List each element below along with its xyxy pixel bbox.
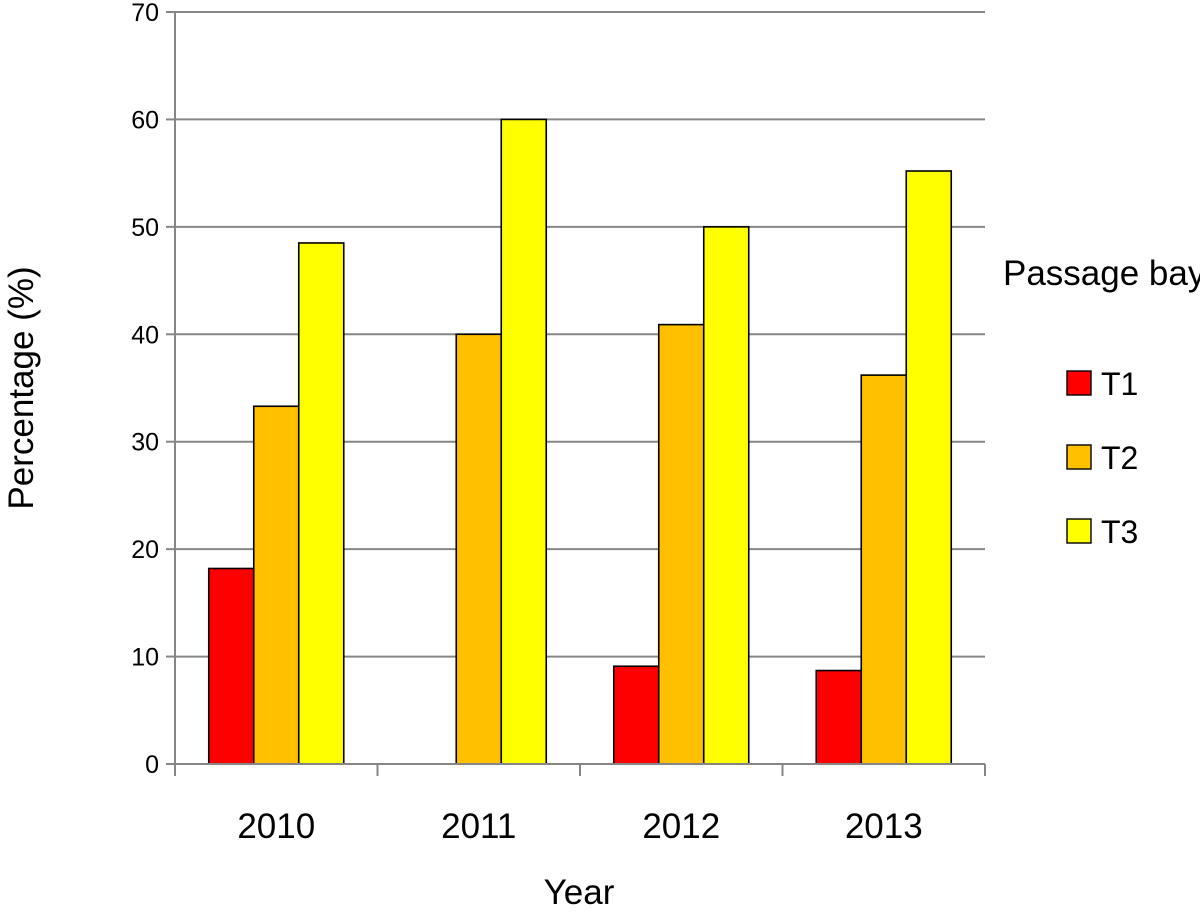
y-tick-label: 60	[131, 106, 159, 134]
y-tick-label: 20	[131, 536, 159, 564]
bar-t2-2013	[860, 374, 908, 765]
x-tick-label: 2012	[642, 807, 720, 846]
x-axis-title: Year	[544, 873, 615, 907]
y-tick-label: 0	[145, 751, 159, 779]
legend-swatch-t3	[1066, 518, 1092, 544]
legend-swatch-t1	[1066, 370, 1092, 396]
axes	[166, 11, 986, 776]
bars	[207, 118, 953, 765]
bar-t2-2010	[252, 405, 300, 765]
y-tick-label: 10	[131, 644, 159, 672]
legend-title: Passage bay	[1003, 254, 1200, 293]
bar-t3-2011	[500, 118, 548, 765]
y-axis-title: Percentage (%)	[2, 266, 41, 509]
y-tick-label: 70	[131, 0, 159, 27]
tick-labels: 0 10 20 30 40 50 60 70 2010 2011 2012 2013	[131, 0, 923, 846]
x-tick-label: 2013	[845, 807, 923, 846]
bar-t1-2010	[207, 567, 255, 765]
legend: Passage bay T1 T2 T3	[1003, 254, 1200, 550]
bar-t1-2013	[815, 669, 863, 765]
bar-t3-2013	[905, 170, 953, 765]
bar-t3-2010	[297, 242, 345, 765]
x-tick-label: 2010	[237, 807, 315, 846]
legend-items: T1 T2 T3	[1066, 366, 1138, 550]
y-tick-label: 50	[131, 214, 159, 242]
legend-label-t1: T1	[1101, 366, 1138, 402]
x-tick-label: 2011	[441, 807, 516, 846]
y-tick-label: 30	[131, 429, 159, 457]
legend-swatch-t2	[1066, 444, 1092, 470]
bar-t2-2011	[455, 333, 503, 765]
bar-t3-2012	[702, 226, 750, 765]
bar-t1-2012	[612, 665, 660, 765]
y-tick-label: 40	[131, 321, 159, 349]
legend-label-t3: T3	[1101, 514, 1138, 550]
legend-label-t2: T2	[1101, 440, 1138, 476]
bar-t2-2012	[657, 323, 705, 765]
